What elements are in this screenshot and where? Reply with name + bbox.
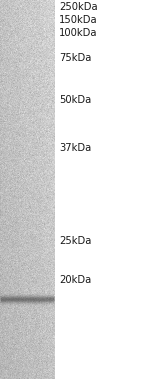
Text: 75kDa: 75kDa xyxy=(59,53,91,63)
Text: 20kDa: 20kDa xyxy=(59,275,91,285)
Text: 50kDa: 50kDa xyxy=(59,95,91,105)
Text: 37kDa: 37kDa xyxy=(59,143,91,153)
Text: 25kDa: 25kDa xyxy=(59,236,91,246)
Text: 150kDa: 150kDa xyxy=(59,15,98,25)
Text: 100kDa: 100kDa xyxy=(59,28,97,38)
Text: 250kDa: 250kDa xyxy=(59,2,98,12)
